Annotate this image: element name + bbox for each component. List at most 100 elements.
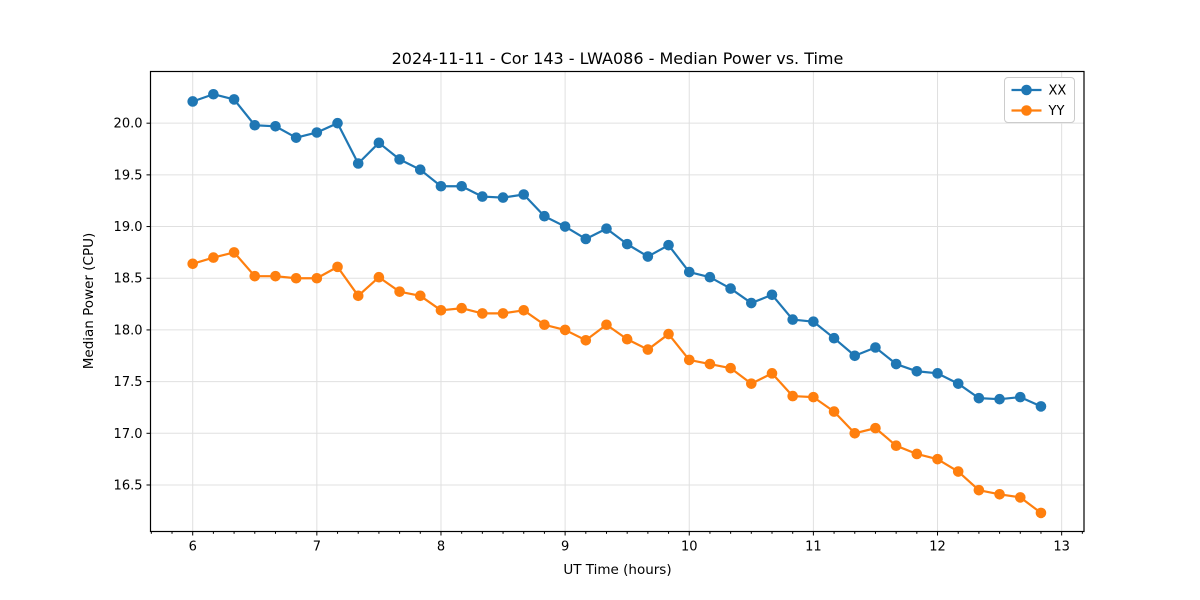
data-point	[601, 319, 612, 331]
data-point	[249, 270, 261, 282]
series-line	[191, 251, 1043, 514]
data-point	[270, 120, 281, 132]
data-point	[414, 290, 426, 302]
data-point	[932, 368, 943, 379]
x-tick-label: 10	[681, 540, 698, 555]
data-point	[683, 266, 695, 278]
data-point	[518, 189, 530, 200]
y-tick-label: 18.0	[114, 323, 143, 338]
data-point	[290, 272, 302, 284]
data-point	[456, 180, 467, 192]
data-point	[1035, 507, 1047, 519]
data-point	[539, 210, 550, 222]
series-line	[191, 93, 1043, 408]
data-point	[808, 391, 819, 403]
data-point	[663, 239, 674, 251]
data-point	[1035, 401, 1047, 412]
data-point	[973, 392, 985, 404]
data-point	[890, 440, 902, 452]
plot-border	[149, 70, 1085, 533]
y-tick-label: 20.0	[114, 117, 143, 132]
data-point	[208, 88, 219, 100]
x-tick-label: 7	[313, 540, 321, 555]
data-point	[414, 164, 426, 176]
y-tick-label: 17.0	[114, 427, 143, 442]
data-point	[373, 271, 385, 283]
data-point	[311, 272, 323, 284]
data-point	[290, 132, 302, 143]
data-point	[456, 302, 467, 314]
data-point	[766, 289, 778, 301]
axis-ticks	[146, 122, 1083, 536]
x-tick-label: 13	[1053, 540, 1070, 555]
data-point	[1014, 492, 1026, 503]
data-point	[870, 422, 881, 434]
legend: XX YY	[1004, 77, 1075, 123]
y-tick-label: 19.5	[114, 168, 143, 183]
y-tick-label: 19.0	[114, 220, 143, 235]
data-point	[766, 368, 778, 379]
y-tick-label: 18.5	[114, 272, 143, 287]
data-point	[311, 127, 323, 138]
data-point	[849, 350, 861, 362]
data-point	[187, 258, 199, 270]
chart-title: 2024-11-11 - Cor 143 - LWA086 - Median P…	[391, 49, 844, 68]
series-XX	[187, 88, 1047, 412]
data-point	[828, 332, 840, 344]
legend-entry-label: XX	[1049, 84, 1067, 99]
x-tick-label: 11	[805, 540, 822, 555]
data-point	[394, 286, 405, 297]
data-point	[849, 427, 861, 439]
data-point	[746, 378, 757, 389]
data-point	[580, 233, 592, 245]
data-point	[332, 261, 343, 273]
legend-sample-marker	[1021, 105, 1032, 116]
x-tick-label: 6	[189, 540, 197, 555]
data-point	[332, 117, 343, 129]
data-point	[394, 154, 405, 165]
data-point	[952, 378, 964, 389]
data-point	[704, 271, 716, 283]
data-point	[187, 96, 199, 107]
legend-entry-label: YY	[1048, 104, 1065, 119]
data-point	[870, 342, 881, 353]
grid	[150, 71, 1084, 532]
data-point	[828, 406, 840, 417]
data-point	[787, 390, 798, 402]
data-point	[808, 316, 819, 327]
y-tick-label: 17.5	[114, 375, 143, 390]
data-point	[642, 344, 654, 355]
data-point	[642, 251, 654, 262]
data-point	[994, 393, 1005, 405]
data-point	[994, 488, 1005, 500]
data-point	[787, 314, 798, 325]
data-point	[435, 304, 447, 316]
data-point	[497, 308, 509, 319]
data-point	[621, 333, 633, 345]
data-point	[435, 180, 447, 192]
data-point	[373, 137, 385, 149]
data-point	[249, 119, 261, 131]
data-point	[932, 453, 943, 465]
series-YY	[187, 247, 1047, 519]
data-point	[228, 247, 240, 258]
data-point	[559, 324, 571, 336]
data-point	[704, 358, 716, 370]
x-tick-label: 12	[929, 540, 946, 555]
data-point	[228, 94, 240, 105]
data-point	[559, 221, 571, 232]
data-point	[890, 358, 902, 370]
data-point	[270, 270, 281, 282]
y-axis-label: Median Power (CPU)	[81, 232, 97, 370]
data-point	[911, 448, 923, 460]
data-point	[601, 223, 612, 234]
data-point	[352, 158, 364, 169]
data-point	[746, 297, 757, 309]
data-point	[725, 362, 736, 374]
data-point	[352, 290, 364, 302]
data-point	[663, 328, 674, 340]
y-tick-label: 16.5	[114, 478, 143, 493]
data-point	[683, 354, 695, 366]
